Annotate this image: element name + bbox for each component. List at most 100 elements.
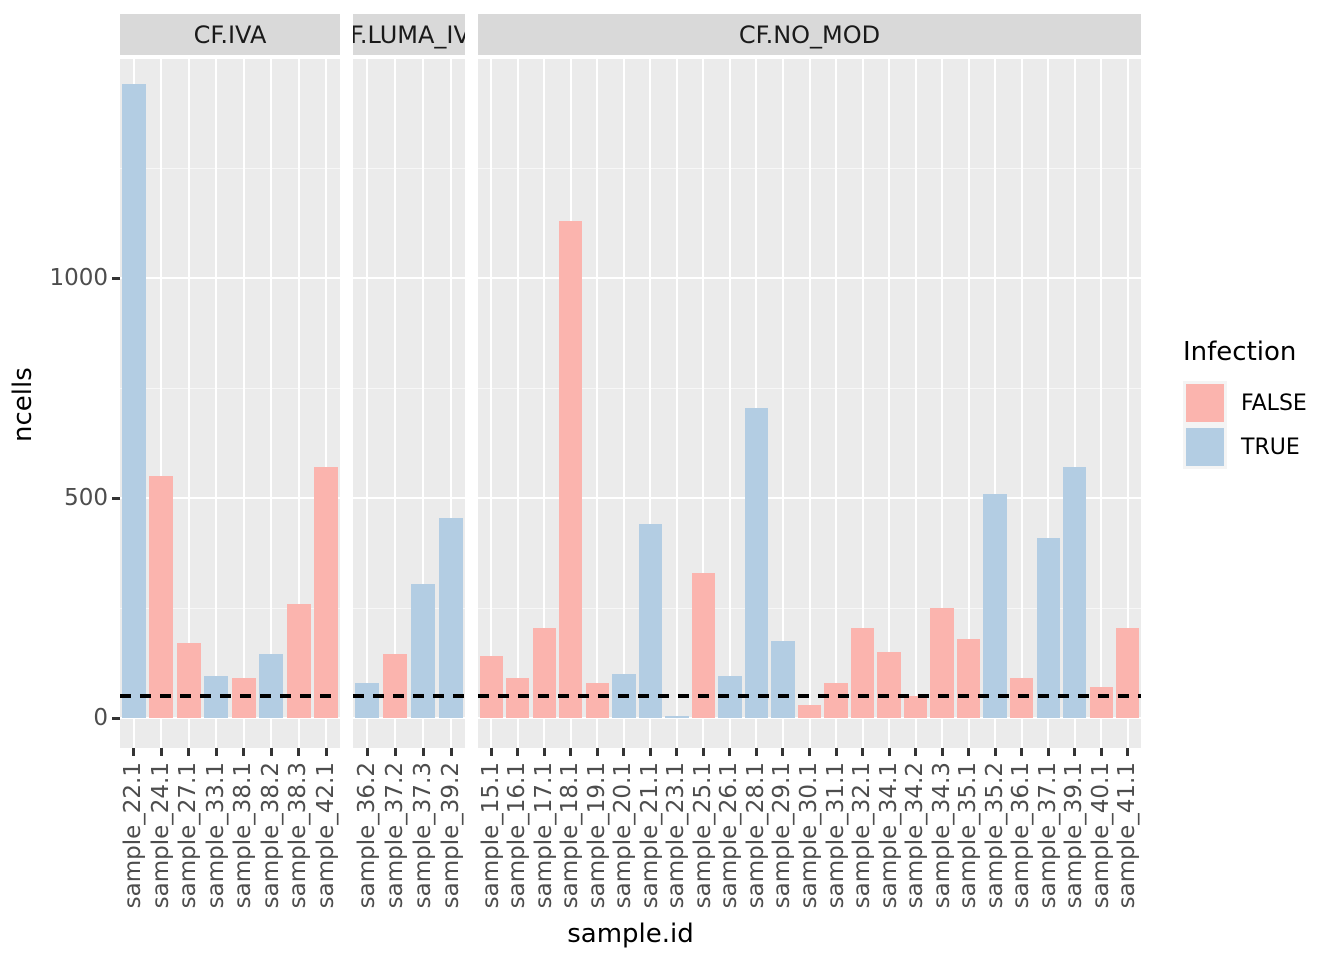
x-tick-label-text: sample_31.1 bbox=[822, 762, 849, 909]
bar bbox=[983, 494, 1007, 718]
dashed-hline bbox=[120, 694, 340, 698]
x-tick-mark bbox=[914, 748, 918, 756]
gridline-vertical bbox=[835, 59, 838, 748]
gridline-vertical bbox=[675, 59, 678, 748]
x-tick-mark bbox=[159, 748, 163, 756]
x-tick-label: sample_35.1 bbox=[955, 762, 982, 922]
bar bbox=[638, 524, 663, 718]
gridline-vertical bbox=[702, 59, 705, 748]
x-tick-mark bbox=[542, 748, 546, 756]
bar bbox=[231, 678, 256, 718]
x-tick-label-text: sample_19.1 bbox=[583, 762, 610, 909]
x-tick-mark bbox=[861, 748, 865, 756]
bar bbox=[506, 678, 530, 718]
y-tick-label: 0 bbox=[93, 705, 108, 731]
bar bbox=[1063, 467, 1087, 718]
x-tick-mark bbox=[834, 748, 838, 756]
x-tick-label: sample_30.1 bbox=[796, 762, 823, 922]
x-tick-label-text: sample_24.1 bbox=[147, 762, 174, 909]
legend-label-true: TRUE bbox=[1241, 434, 1300, 460]
legend-swatch-true-color bbox=[1183, 425, 1227, 469]
x-tick-mark bbox=[754, 748, 758, 756]
bar bbox=[479, 656, 503, 718]
gridline-vertical bbox=[888, 59, 891, 748]
gridline-vertical bbox=[728, 59, 731, 748]
x-tick-label: sample_15.1 bbox=[478, 762, 505, 922]
x-tick-label: sample_37.2 bbox=[381, 762, 409, 922]
gridline-minor bbox=[120, 168, 340, 169]
gridline-vertical bbox=[160, 59, 163, 748]
x-tick-mark bbox=[781, 748, 785, 756]
bar bbox=[1036, 538, 1060, 718]
gridline-vertical bbox=[808, 59, 811, 748]
x-tick-mark bbox=[993, 748, 997, 756]
dashed-hline bbox=[478, 694, 1141, 698]
facet-strip: CF.IVA bbox=[120, 14, 340, 55]
gridline-vertical bbox=[187, 59, 190, 748]
facet-strip: CF.NO_MOD bbox=[478, 14, 1141, 55]
x-tick-mark bbox=[1046, 748, 1050, 756]
x-tick-label: sample_17.1 bbox=[531, 762, 558, 922]
bar bbox=[877, 652, 901, 718]
x-tick-mark bbox=[595, 748, 599, 756]
gridline-vertical bbox=[967, 59, 970, 748]
x-tick-label: sample_42.1 bbox=[313, 762, 341, 922]
gridline-vertical bbox=[490, 59, 493, 748]
gridline-minor bbox=[353, 388, 465, 389]
x-tick-mark bbox=[393, 748, 397, 756]
x-tick-label-text: sample_35.2 bbox=[981, 762, 1008, 909]
x-tick-label: sample_35.2 bbox=[982, 762, 1009, 922]
x-tick-label: sample_34.3 bbox=[929, 762, 956, 922]
bar bbox=[559, 221, 583, 718]
x-tick-mark bbox=[297, 748, 301, 756]
x-tick-label-text: sample_37.1 bbox=[1034, 762, 1061, 909]
x-tick-mark bbox=[940, 748, 944, 756]
x-tick-label: sample_37.1 bbox=[1035, 762, 1062, 922]
facet-strip-label: CF.IVA bbox=[193, 20, 267, 49]
x-tick-label-text: sample_34.2 bbox=[902, 762, 929, 909]
x-tick-label: sample_38.2 bbox=[258, 762, 286, 922]
gridline-major bbox=[353, 717, 465, 719]
gridline-vertical bbox=[781, 59, 784, 748]
bar bbox=[691, 573, 716, 718]
bar bbox=[744, 408, 769, 718]
x-tick-mark bbox=[421, 748, 425, 756]
x-tick-label-text: sample_40.1 bbox=[1087, 762, 1114, 909]
bar bbox=[771, 641, 795, 718]
x-tick-mark bbox=[967, 748, 971, 756]
bar bbox=[314, 467, 339, 718]
x-tick-label: sample_33.1 bbox=[203, 762, 231, 922]
gridline-minor bbox=[120, 608, 340, 609]
gridline-minor bbox=[353, 608, 465, 609]
x-tick-label-text: sample_37.2 bbox=[381, 762, 408, 909]
x-tick-label-text: sample_21.1 bbox=[636, 762, 663, 909]
facet-panel bbox=[353, 59, 465, 748]
x-tick-label-text: sample_38.3 bbox=[285, 762, 312, 909]
x-tick-mark bbox=[324, 748, 328, 756]
gridline-major bbox=[120, 277, 340, 279]
gridline-vertical bbox=[596, 59, 599, 748]
bar bbox=[121, 84, 146, 718]
x-tick-label-text: sample_15.1 bbox=[477, 762, 504, 909]
x-tick-label-text: sample_22.1 bbox=[120, 762, 147, 909]
gridline-vertical bbox=[622, 59, 625, 748]
legend: Infection FALSE TRUE bbox=[1183, 337, 1307, 469]
x-tick-label-text: sample_42.1 bbox=[312, 762, 339, 909]
x-tick-label-text: sample_28.1 bbox=[742, 762, 769, 909]
x-tick-mark bbox=[365, 748, 369, 756]
facet-strip: CF.LUMA_IVA bbox=[353, 14, 465, 55]
x-tick-label-text: sample_38.2 bbox=[257, 762, 284, 909]
gridline-minor bbox=[120, 388, 340, 389]
x-tick-label: sample_40.1 bbox=[1088, 762, 1115, 922]
gridline-vertical bbox=[1073, 59, 1076, 748]
bar bbox=[956, 639, 981, 718]
y-tick-label: 1000 bbox=[49, 265, 108, 291]
x-tick-label-text: sample_37.3 bbox=[409, 762, 436, 909]
x-tick-label: sample_18.1 bbox=[557, 762, 585, 922]
x-tick-label: sample_29.1 bbox=[769, 762, 797, 922]
x-tick-label-text: sample_36.2 bbox=[353, 762, 380, 909]
gridline-vertical bbox=[1126, 59, 1129, 748]
x-tick-label-text: sample_20.1 bbox=[610, 762, 637, 909]
x-tick-label-text: sample_33.1 bbox=[202, 762, 229, 909]
